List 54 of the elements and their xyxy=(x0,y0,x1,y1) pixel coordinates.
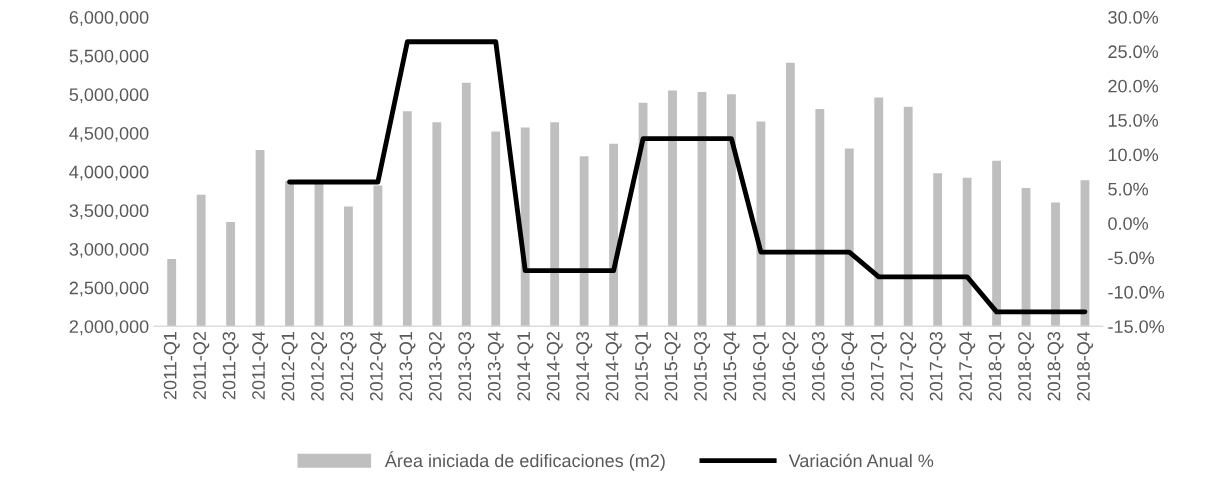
x-tick-label: 2012-Q1 xyxy=(281,332,298,401)
y2-tick-label: 10.0% xyxy=(1108,148,1159,162)
x-tick-label: 2013-Q4 xyxy=(487,331,504,401)
x-tick-label: 2017-Q4 xyxy=(959,331,976,401)
legend-label: Variación Anual % xyxy=(788,453,934,468)
x-tick-label: 2011-Q2 xyxy=(193,332,210,400)
x-tick-label: 2012-Q4 xyxy=(369,331,386,401)
x-tick-label: 2015-Q4 xyxy=(723,331,740,401)
x-tick-label: 2014-Q1 xyxy=(517,332,534,401)
x-tick-label: 2015-Q3 xyxy=(694,331,711,401)
legend-label: Área iniciada de edificaciones (m2) xyxy=(384,451,665,471)
y2-tick-label: 20.0% xyxy=(1108,79,1159,93)
y-tick-label: 4,000,000 xyxy=(69,165,149,181)
x-tick-label: 2015-Q1 xyxy=(635,332,652,401)
y-tick-label: 5,500,000 xyxy=(69,49,149,65)
y-tick-label: 5,000,000 xyxy=(69,88,149,104)
x-tick-label: 2017-Q2 xyxy=(900,332,917,401)
x-tick-label: 2018-Q3 xyxy=(1047,331,1064,401)
y2-tick-label: -15.0% xyxy=(1108,320,1165,334)
x-tick-label: 2011-Q1 xyxy=(163,332,180,400)
x-tick-label: 2014-Q4 xyxy=(605,331,622,401)
x-tick-label: 2011-Q3 xyxy=(222,331,239,400)
x-tick-label: 2016-Q2 xyxy=(782,332,799,401)
y2-tick-label: 15.0% xyxy=(1108,114,1159,127)
y2-tick-label: -5.0% xyxy=(1108,251,1155,265)
x-tick-label: 2014-Q2 xyxy=(546,332,563,401)
x-tick-label: 2018-Q1 xyxy=(988,332,1005,401)
x-tick-label: 2015-Q2 xyxy=(664,332,681,401)
x-tick-label: 2017-Q3 xyxy=(929,331,946,401)
y-tick-label: 6,000,000 xyxy=(69,10,149,26)
y2-tick-label: 0.0% xyxy=(1108,217,1149,230)
y-tick-label: 4,500,000 xyxy=(69,126,149,142)
x-tick-label: 2016-Q4 xyxy=(841,331,858,401)
x-tick-label: 2018-Q4 xyxy=(1077,331,1094,401)
x-tick-label: 2016-Q3 xyxy=(811,331,828,401)
x-tick-label: 2016-Q1 xyxy=(752,332,769,401)
y2-tick-label: 25.0% xyxy=(1108,45,1159,59)
x-tick-label: 2013-Q1 xyxy=(399,332,416,401)
y-tick-label: 2,500,000 xyxy=(69,281,149,297)
x-tick-label: 2012-Q2 xyxy=(311,332,328,401)
y-tick-label: 3,500,000 xyxy=(69,204,149,220)
x-tick-label: 2012-Q3 xyxy=(340,331,357,401)
line-series xyxy=(287,39,1088,315)
y-tick-label: 2,000,000 xyxy=(69,320,149,336)
y-tick-label: 3,000,000 xyxy=(69,242,149,258)
y2-tick-label: 5.0% xyxy=(1108,182,1149,196)
x-tick-label: 2013-Q3 xyxy=(458,331,475,401)
x-tick-label: 2018-Q2 xyxy=(1018,332,1035,401)
x-tick-label: 2011-Q4 xyxy=(252,331,269,400)
y2-tick-label: -10.0% xyxy=(1108,285,1165,299)
y2-tick-label: 30.0% xyxy=(1108,10,1159,24)
x-tick-label: 2017-Q1 xyxy=(870,332,887,401)
x-tick-label: 2014-Q3 xyxy=(576,331,593,401)
x-tick-label: 2013-Q2 xyxy=(428,332,445,401)
